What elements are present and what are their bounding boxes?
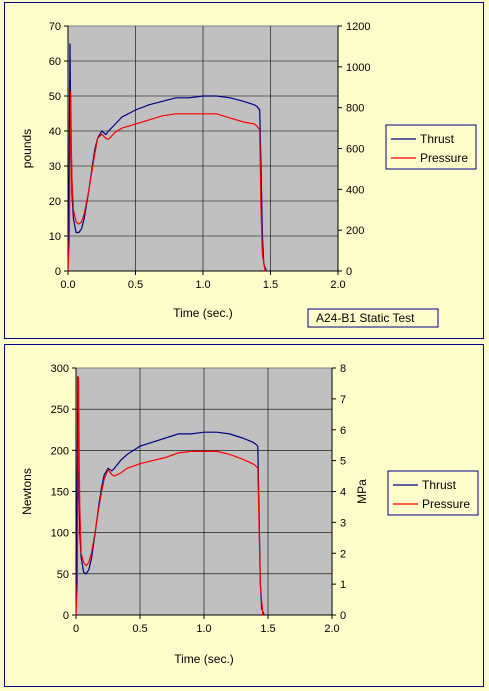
chart-panel-1: 0.0 0.5 1.0 1.5 2.0 0 10 20 30 40 50 60 70 0 200 400 600…: [4, 2, 484, 339]
y-tick-label: 100: [51, 528, 69, 540]
x-axis-label: Time (sec.): [174, 652, 234, 666]
y2-tick-label: 600: [346, 144, 364, 156]
x-tick-label: 1.5: [263, 279, 278, 291]
x-tick-label: 1.0: [195, 279, 210, 291]
legend-label: Thrust: [420, 132, 455, 146]
y-tick-label: 30: [49, 161, 61, 173]
y-tick-label: 200: [51, 445, 69, 457]
y2-tick-label: 1: [340, 579, 346, 591]
legend-label: Pressure: [420, 151, 468, 165]
y-tick-label: 70: [49, 21, 61, 33]
y2-tick-label: 3: [340, 517, 346, 529]
y-tick-label: 20: [49, 196, 61, 208]
y2-tick-label: 7: [340, 394, 346, 406]
y2-axis-label: MPa: [355, 479, 369, 504]
chart-panel-2: 0 0.5 1.0 1.5 2.0 0 50 100 150 200 250 300 0 1 2 3 4 5 6 7 8…: [4, 344, 484, 687]
series-line-pressure: [67, 91, 266, 272]
y-tick-label: 50: [49, 91, 61, 103]
x-tick-label: 0.5: [132, 623, 147, 635]
legend-label: Pressure: [422, 497, 470, 511]
x-tick-label: 2.0: [324, 623, 339, 635]
y-tick-label: 10: [49, 231, 61, 243]
y-tick-label: 50: [57, 569, 69, 581]
y-tick-label: 0: [55, 266, 61, 278]
y-axis-label: Newtons: [20, 468, 34, 515]
x-tick-label: 2.0: [330, 279, 345, 291]
x-tick-label: 0: [73, 623, 79, 635]
y2-tick-label: 5: [340, 456, 346, 468]
legend-box: [387, 470, 479, 516]
x-tick-label: 0.0: [60, 279, 75, 291]
y-tick-label: 60: [49, 56, 61, 68]
y2-tick-label: 2: [340, 548, 346, 560]
x-tick-label: 0.5: [128, 279, 143, 291]
y2-tick-label: 8: [340, 363, 346, 375]
y-tick-label: 40: [49, 126, 61, 138]
y-tick-label: 250: [51, 404, 69, 416]
y2-tick-label: 1200: [346, 21, 370, 33]
y2-tick-label: 0: [346, 266, 352, 278]
y2-tick-label: 4: [340, 487, 346, 499]
x-tick-label: 1.0: [196, 623, 211, 635]
y-axis-label: pounds: [20, 129, 34, 168]
chart-1: 0.0 0.5 1.0 1.5 2.00102030405060700200400600…: [20, 21, 477, 328]
x-tick-label: 1.5: [260, 623, 275, 635]
annotation-text: A24-B1 Static Test: [316, 311, 415, 325]
x-axis-label: Time (sec.): [173, 306, 233, 320]
series-line-thrust: [67, 43, 267, 272]
legend-box: [385, 124, 477, 170]
y-tick-label: 150: [51, 487, 69, 499]
y2-tick-label: 200: [346, 225, 364, 237]
y2-tick-label: 1000: [346, 62, 370, 74]
y2-tick-label: 6: [340, 425, 346, 437]
series-line-pressure: [75, 377, 264, 616]
annotation-box: [307, 308, 439, 328]
chart-2: 0 0.5 1.0 1.5 2.0050100150200250300012345678…: [20, 363, 479, 666]
legend-label: Thrust: [422, 478, 457, 492]
y2-tick-label: 800: [346, 103, 364, 115]
y-tick-label: 300: [51, 363, 69, 375]
y-tick-label: 0: [63, 610, 69, 622]
y2-tick-label: 400: [346, 184, 364, 196]
y2-tick-label: 0: [340, 610, 346, 622]
series-line-thrust: [75, 376, 265, 616]
